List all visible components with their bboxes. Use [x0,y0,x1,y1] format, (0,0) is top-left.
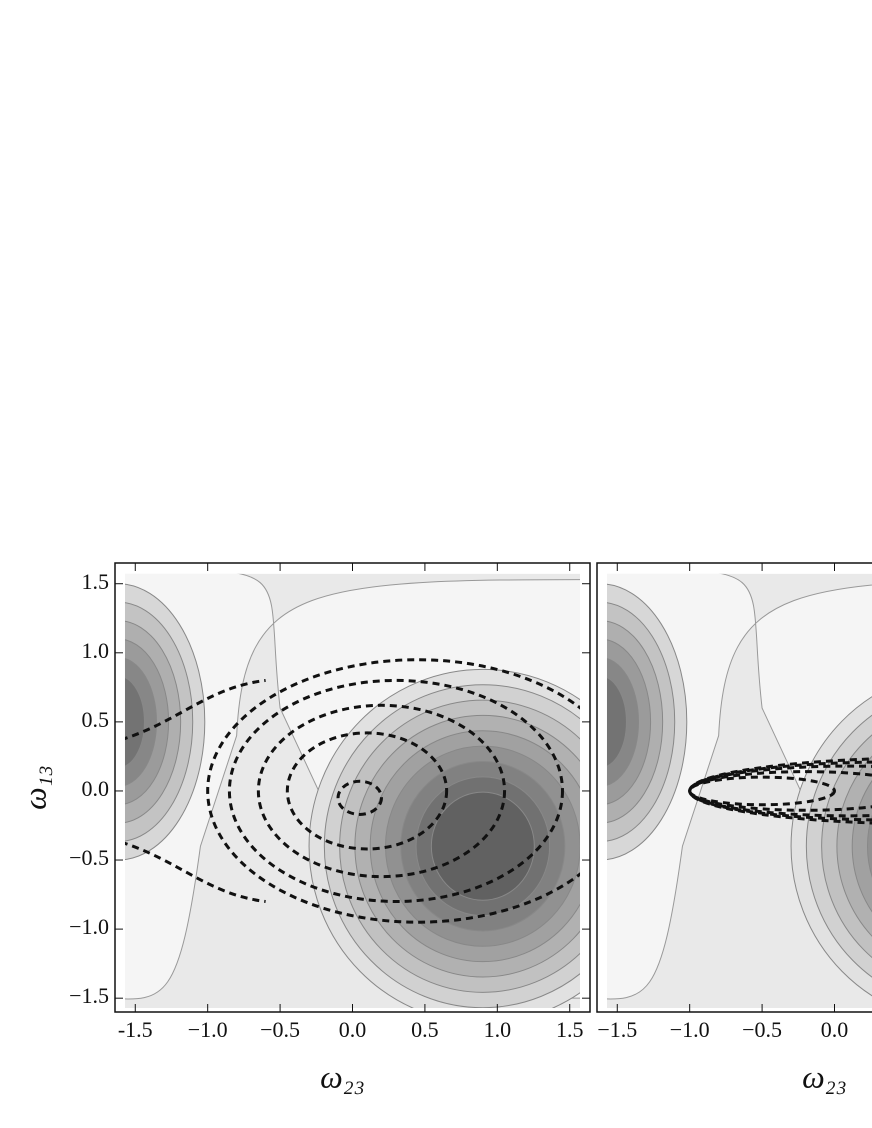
y-tick-label: −1.0 [69,914,109,939]
x-tick-label: −0.5 [260,1017,300,1042]
x-tick-label: −0.5 [742,1017,782,1042]
contour-level [851,779,872,913]
dashed-contour [124,678,266,740]
x-axis-label: ω₂₃ [802,1058,847,1094]
y-axis-label: ω₁₃ [16,765,52,810]
dashed-contour [256,703,507,879]
x-tick-label: 0.0 [821,1017,849,1042]
dashed-contour [688,757,872,825]
x-tick-label: −1.0 [188,1017,228,1042]
x-tick-label: -1.5 [118,1017,153,1042]
contour-level [867,814,872,878]
contour-field [606,573,872,1008]
x-tick-label: −1.5 [597,1017,637,1042]
dashed-contour [336,779,383,816]
dashed-contour [688,775,837,807]
x-tick-label: 0.5 [411,1017,439,1042]
contour-level [430,791,535,901]
contour-level [606,676,627,767]
contour-field [124,573,581,1008]
y-tick-label: −1.5 [69,983,109,1008]
dashed-contour [227,678,564,903]
y-tick-label: −0.5 [69,845,109,870]
y-tick-label: 0.0 [82,776,110,801]
y-tick-label: 0.5 [82,707,110,732]
y-tick-label: 1.0 [82,638,110,663]
x-tick-label: −1.0 [670,1017,710,1042]
contour-level [124,676,145,767]
x-axis-label: ω₂₃ [320,1058,365,1094]
x-tick-label: 1.0 [484,1017,512,1042]
x-tick-label: 0.0 [339,1017,367,1042]
y-tick-label: 1.5 [82,569,110,594]
dashed-contour [206,658,581,924]
dashed-contour [285,731,449,851]
x-tick-label: 1.5 [556,1017,584,1042]
dashed-contour [124,841,266,903]
